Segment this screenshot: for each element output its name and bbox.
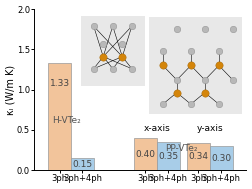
Text: 0.40: 0.40 <box>135 150 155 159</box>
Text: PP-VTe₂: PP-VTe₂ <box>165 144 197 153</box>
Text: 0.34: 0.34 <box>188 152 208 161</box>
Text: 0.30: 0.30 <box>211 154 231 163</box>
Bar <box>187 143 210 170</box>
Text: x-axis: x-axis <box>143 124 170 133</box>
Text: 0.35: 0.35 <box>158 152 178 161</box>
Y-axis label: κₗ (W/m K): κₗ (W/m K) <box>6 65 16 115</box>
Text: y-axis: y-axis <box>196 124 223 133</box>
Bar <box>134 138 157 170</box>
Text: H-VTe₂: H-VTe₂ <box>52 116 81 125</box>
Bar <box>210 146 233 170</box>
Text: 1.33: 1.33 <box>49 79 70 88</box>
Bar <box>157 142 179 170</box>
Bar <box>71 158 94 170</box>
Text: 0.15: 0.15 <box>72 160 92 169</box>
Bar <box>48 63 71 170</box>
